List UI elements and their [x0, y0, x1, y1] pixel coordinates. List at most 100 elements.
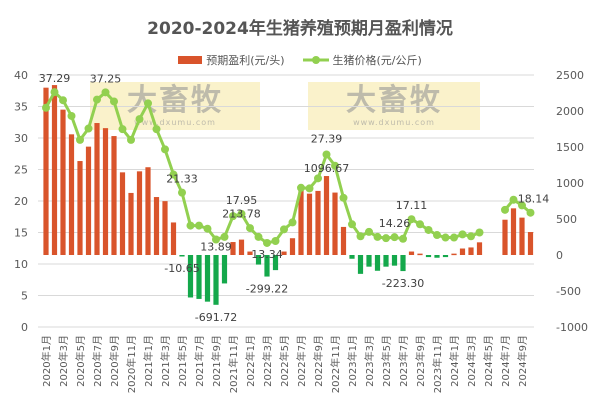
right-axis-tick-label: -500: [556, 285, 581, 298]
price-point: [186, 221, 195, 230]
profit-bar: [289, 238, 296, 255]
price-point: [365, 227, 373, 236]
price-data-label: 37.25: [90, 72, 122, 85]
profit-bar: [153, 197, 160, 255]
price-point: [237, 209, 246, 218]
price-point: [424, 225, 433, 234]
price-point: [322, 150, 331, 159]
profit-bar: [332, 192, 338, 255]
legend-swatch-line: [302, 56, 329, 64]
legend-item-price: 生猪价格(元/公斤): [302, 52, 422, 68]
price-point: [331, 161, 339, 170]
left-axis-tick-label: 25: [14, 164, 28, 177]
price-point: [67, 111, 76, 120]
x-axis-tick-label: 2023年9月: [414, 335, 427, 387]
price-data-label: 17.95: [226, 194, 258, 207]
profit-bar: [349, 255, 355, 259]
profit-bar: [119, 172, 126, 255]
left-axis-tick-label: 35: [14, 101, 28, 114]
left-axis-tick-label: 40: [14, 69, 28, 82]
price-point: [288, 218, 297, 227]
profit-bar: [238, 239, 245, 255]
profit-bar: [247, 251, 253, 255]
profit-bar: [442, 255, 449, 258]
price-point: [518, 201, 526, 210]
profit-data-label: -691.72: [195, 311, 237, 324]
profit-bar: [136, 171, 143, 255]
price-line: [503, 198, 532, 214]
profit-bar: [468, 247, 474, 255]
price-point: [475, 228, 484, 237]
left-axis-tick-label: 15: [14, 227, 28, 240]
price-point: [76, 135, 84, 144]
profit-bar: [527, 232, 534, 255]
profit-bar: [179, 255, 185, 257]
profit-bar: [323, 176, 330, 255]
price-point: [203, 224, 212, 233]
watermark-url: www.dxumu.com: [134, 118, 216, 127]
profit-bar: [502, 219, 508, 255]
profit-bar: [451, 253, 457, 256]
x-axis-tick-label: 2021年3月: [159, 335, 172, 387]
legend-item-profit: 预期盈利(元/头): [178, 52, 285, 68]
profit-bar: [145, 167, 151, 255]
price-line: [44, 90, 481, 245]
x-axis-tick-label: 2020年5月: [74, 335, 87, 387]
profit-bar: [425, 255, 432, 258]
price-point: [458, 230, 467, 239]
profit-bar: [391, 255, 398, 266]
price-data-label: 27.39: [311, 132, 343, 145]
x-axis-tick-label: 2021年11月: [227, 335, 240, 393]
x-axis-tick-label: 2021年9月: [210, 335, 223, 387]
profit-bar: [111, 136, 117, 255]
profit-bar: [128, 192, 134, 255]
price-point: [416, 220, 424, 229]
x-axis-tick-label: 2021年7月: [193, 335, 206, 387]
price-point: [220, 232, 229, 241]
x-axis-tick-label: 2020年7月: [91, 335, 104, 387]
price-point: [441, 233, 450, 242]
right-axis-tick-label: 1000: [556, 177, 584, 190]
price-point: [110, 97, 118, 106]
price-point: [382, 234, 390, 243]
profit-bar: [366, 255, 372, 267]
x-axis-tick-label: 2023年11月: [431, 335, 444, 393]
profit-bar: [170, 222, 177, 255]
profit-bar: [85, 146, 92, 255]
price-point: [101, 88, 110, 97]
price-data-label: 14.26: [379, 217, 411, 230]
price-point: [271, 237, 280, 246]
profit-bar: [459, 248, 466, 255]
price-point: [433, 231, 441, 240]
price-data-label: 13.34: [251, 248, 283, 261]
watermark-url: www.dxumu.com: [353, 118, 435, 127]
profit-bar: [68, 134, 75, 255]
profit-bar: [272, 255, 279, 271]
profit-bar: [230, 242, 236, 255]
watermark-brand: 大畜牧: [346, 83, 442, 118]
price-point: [42, 103, 50, 112]
price-point: [127, 135, 135, 144]
legend-label-profit: 预期盈利(元/头): [206, 54, 285, 67]
x-axis-tick-label: 2022年1月: [244, 335, 257, 387]
profit-bar: [374, 255, 381, 271]
x-axis-tick-label: 2022年7月: [295, 335, 308, 387]
left-axis-tick-label: 30: [14, 132, 28, 145]
price-point: [50, 88, 59, 97]
price-point: [356, 232, 365, 241]
profit-bar: [102, 128, 109, 255]
profit-bar: [94, 123, 100, 255]
profit-bar: [281, 251, 287, 255]
price-point: [212, 235, 220, 244]
profit-bar: [221, 255, 228, 284]
profit-bar: [162, 201, 168, 255]
price-point: [84, 124, 93, 133]
profit-bar: [51, 85, 58, 255]
price-point: [526, 208, 535, 217]
legend-label-price: 生猪价格(元/公斤): [332, 54, 422, 67]
x-axis-tick-label: 2023年1月: [346, 335, 359, 387]
price-point: [161, 145, 169, 154]
price-point: [314, 174, 322, 183]
